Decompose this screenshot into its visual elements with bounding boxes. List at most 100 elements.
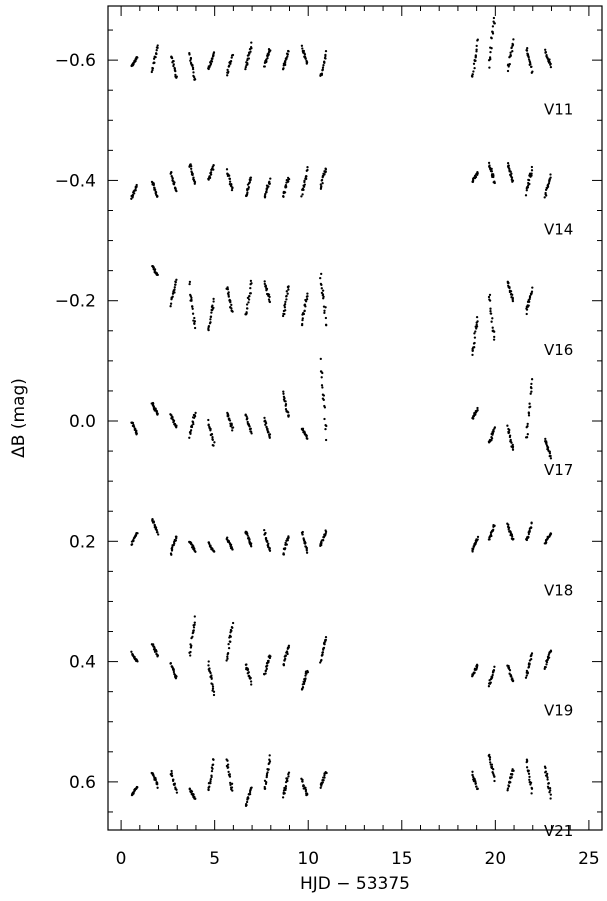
data-point xyxy=(156,46,159,50)
data-point xyxy=(154,55,157,59)
data-point xyxy=(305,298,309,301)
data-point xyxy=(510,773,514,776)
data-point xyxy=(286,777,289,780)
data-point xyxy=(321,653,324,656)
data-point xyxy=(282,662,285,666)
data-point xyxy=(287,646,290,649)
data-point xyxy=(544,51,547,54)
data-point xyxy=(323,173,326,176)
data-point xyxy=(268,754,271,757)
data-point xyxy=(211,57,214,60)
data-point xyxy=(209,321,212,324)
data-point xyxy=(131,421,135,425)
data-point xyxy=(135,185,138,188)
data-point xyxy=(175,791,179,794)
series-v18 xyxy=(130,517,553,556)
data-point xyxy=(324,530,328,534)
data-point xyxy=(175,788,178,791)
data-point xyxy=(511,297,514,300)
data-point xyxy=(319,786,322,789)
data-point xyxy=(188,787,191,790)
data-point xyxy=(170,548,174,551)
data-point xyxy=(475,44,478,48)
data-point xyxy=(175,189,178,193)
data-point xyxy=(325,324,328,327)
data-point xyxy=(209,780,212,783)
data-point xyxy=(249,677,252,680)
data-point xyxy=(263,282,266,286)
data-point xyxy=(227,766,230,769)
data-point xyxy=(322,646,326,650)
data-point xyxy=(473,336,477,339)
data-point xyxy=(472,62,476,65)
data-point xyxy=(211,304,214,307)
data-point xyxy=(544,665,547,669)
data-point xyxy=(489,57,492,61)
data-point xyxy=(548,58,551,61)
data-point xyxy=(527,412,531,415)
data-point xyxy=(250,47,253,50)
data-point xyxy=(547,782,550,785)
data-point xyxy=(507,526,511,529)
data-point xyxy=(304,786,307,790)
data-point xyxy=(284,408,288,411)
data-point xyxy=(526,425,529,428)
data-point xyxy=(322,295,325,298)
data-point xyxy=(175,424,178,427)
data-point xyxy=(268,300,272,304)
data-point xyxy=(246,296,250,300)
data-point xyxy=(526,422,529,426)
data-point xyxy=(229,640,232,643)
data-point xyxy=(546,446,550,449)
data-point xyxy=(194,797,197,800)
data-point xyxy=(490,47,493,50)
data-point xyxy=(169,661,172,665)
data-point xyxy=(527,769,530,772)
data-point xyxy=(191,67,195,71)
data-point xyxy=(245,532,249,535)
data-point xyxy=(193,76,196,79)
data-point xyxy=(173,783,176,786)
data-point xyxy=(170,774,174,778)
data-point xyxy=(509,674,513,677)
data-point xyxy=(284,183,288,187)
data-point xyxy=(525,189,528,192)
data-point xyxy=(229,635,232,638)
data-point xyxy=(323,406,327,409)
data-point xyxy=(189,429,193,432)
data-point xyxy=(265,288,268,291)
data-point xyxy=(267,185,270,188)
data-point xyxy=(265,774,269,777)
data-point xyxy=(530,386,533,390)
data-point xyxy=(230,188,234,192)
data-point xyxy=(471,73,474,76)
data-point xyxy=(305,547,308,551)
data-point xyxy=(169,305,172,308)
data-point xyxy=(229,781,232,785)
data-point xyxy=(489,309,492,313)
data-point xyxy=(528,300,531,303)
data-point xyxy=(525,312,528,316)
data-point xyxy=(246,191,249,194)
data-point xyxy=(471,179,475,182)
data-point xyxy=(212,53,215,57)
data-point xyxy=(209,429,212,432)
series-label-v18: V18 xyxy=(544,581,573,599)
data-point xyxy=(191,312,195,315)
data-point xyxy=(173,542,176,545)
data-point xyxy=(301,428,305,432)
data-point xyxy=(135,183,138,187)
data-point xyxy=(493,181,496,185)
data-point xyxy=(247,671,250,674)
data-point xyxy=(175,278,178,281)
data-point xyxy=(488,753,491,757)
data-point xyxy=(531,286,534,289)
data-point xyxy=(493,779,496,783)
data-point xyxy=(304,674,307,677)
data-point xyxy=(246,307,249,310)
data-point xyxy=(529,405,532,408)
data-point xyxy=(268,182,271,185)
data-point xyxy=(250,542,253,545)
data-point xyxy=(325,771,328,775)
